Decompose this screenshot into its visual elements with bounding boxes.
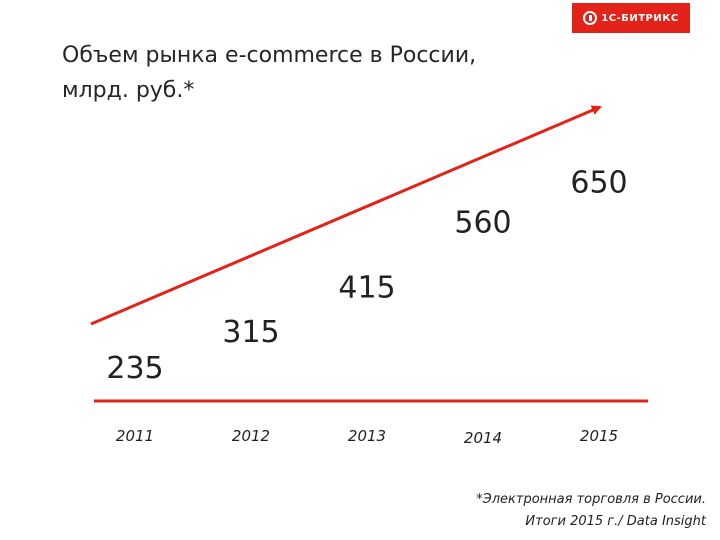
data-label-2015: 650 xyxy=(570,165,627,200)
data-label-2011: 235 xyxy=(106,351,163,386)
x-tick-label-2014: 2014 xyxy=(464,429,502,447)
footnote-line-1: *Электронная торговля в России. xyxy=(476,492,706,507)
footnote-line-2: Итоги 2015 г./ Data Insight xyxy=(525,514,706,529)
source-footnote: *Электронная торговля в России. Итоги 20… xyxy=(476,489,706,533)
chart-title: Объем рынка e-commerce в России, млрд. р… xyxy=(62,38,582,108)
chart-title-line-2: млрд. руб.* xyxy=(62,78,195,103)
x-tick-label-2013: 2013 xyxy=(348,427,386,445)
logo-mark-icon xyxy=(583,11,598,25)
x-tick-label-2011: 2011 xyxy=(116,427,154,445)
brand-logo: 1С-БИТРИКС xyxy=(572,3,690,33)
data-label-2014: 560 xyxy=(454,206,511,241)
data-label-2012: 315 xyxy=(222,315,279,350)
logo-text: 1С-БИТРИКС xyxy=(601,12,679,24)
x-tick-label-2015: 2015 xyxy=(580,427,618,445)
x-tick-label-2012: 2012 xyxy=(232,427,270,445)
chart-title-line-1: Объем рынка e-commerce в России, xyxy=(62,43,477,68)
trend-arrow xyxy=(90,105,602,326)
data-label-2013: 415 xyxy=(338,271,395,306)
